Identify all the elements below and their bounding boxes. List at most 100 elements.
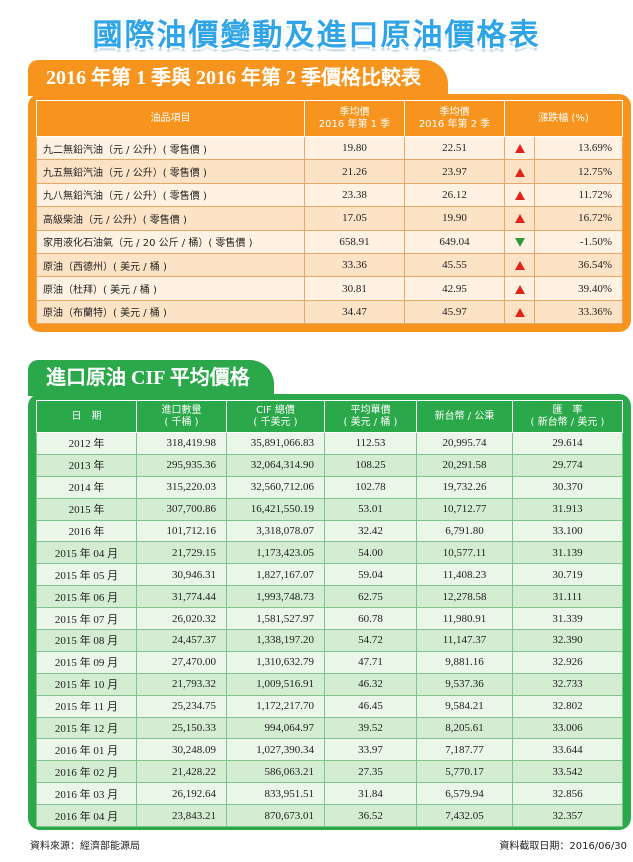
exchange-rate: 32.733	[512, 672, 623, 696]
table-row: 2016 年 03 月 26,192.64 833,951.51 31.84 6,579…	[36, 782, 623, 806]
row-date: 2015 年 07 月	[36, 607, 137, 631]
item-name: 家用液化石油氣（元 / 20 公斤 / 桶）( 零售價 )	[36, 229, 305, 254]
up-arrow-icon	[514, 284, 525, 294]
source-note: 資料來源：經濟部能源局	[30, 841, 140, 852]
q1-price: 34.47	[304, 299, 405, 325]
import-qty: 27,470.00	[136, 650, 227, 674]
header-q1: 季均價 2016 年第 1 季	[304, 100, 405, 137]
comparison-table: 油品項目 季均價 2016 年第 1 季 季均價 2016 年第 2 季 漲跌幅…	[36, 100, 623, 325]
cif-total: 1,027,390.34	[226, 738, 325, 762]
table-row: 原油（布蘭特）( 美元 / 桶 ) 34.47 45.97 33.36%	[36, 299, 623, 325]
unit-price: 54.00	[324, 541, 417, 565]
twd-per-kl: 10,712.77	[416, 497, 513, 521]
row-date: 2012 年	[36, 432, 137, 455]
twd-per-kl: 7,187.77	[416, 738, 513, 762]
table-row: 2015 年 307,700.86 16,421,550.19 53.01 10,712…	[36, 497, 623, 521]
import-qty: 30,248.09	[136, 738, 227, 762]
header-q1-line2: 2016 年第 1 季	[318, 118, 391, 130]
exchange-rate: 29.774	[512, 453, 623, 477]
header-unit-line1: 平均單價	[350, 404, 391, 416]
retrieval-date: 資料截取日期：2016/06/30	[499, 841, 627, 852]
table-row: 2016 年 01 月 30,248.09 1,027,390.34 33.97 7,1…	[36, 738, 623, 762]
import-qty: 315,220.03	[136, 475, 227, 499]
exchange-rate: 30.370	[512, 475, 623, 499]
table-row: 原油（杜拜）( 美元 / 桶 ) 30.81 42.95 39.40%	[36, 276, 623, 301]
header-q2-line2: 2016 年第 2 季	[418, 118, 491, 130]
table-row: 2015 年 11 月 25,234.75 1,172,217.70 46.45 9,5…	[36, 694, 623, 718]
cif-panel: 日 期 進口數量 ( 千桶 ) CIF 總價 ( 千美元 ) 平均單價 ( 美元…	[28, 394, 631, 830]
import-qty: 31,774.44	[136, 585, 227, 609]
table-row: 2013 年 295,935.36 32,064,314.90 108.25 20,29…	[36, 453, 623, 477]
unit-price: 47.71	[324, 650, 417, 674]
table-row: 2016 年 02 月 21,428.22 586,063.21 27.35 5,770…	[36, 760, 623, 784]
unit-price: 33.97	[324, 738, 417, 762]
import-qty: 101,712.16	[136, 519, 227, 543]
unit-price: 53.01	[324, 497, 417, 521]
twd-per-kl: 6,579.94	[416, 782, 513, 806]
header-date: 日 期	[36, 400, 137, 433]
q1-price: 33.36	[304, 252, 405, 278]
table-row: 2015 年 05 月 30,946.31 1,827,167.07 59.04 11,…	[36, 563, 623, 587]
cif-total: 3,318,078.07	[226, 519, 325, 543]
exchange-rate: 32.390	[512, 629, 623, 652]
up-arrow-icon	[514, 167, 525, 177]
table-row: 高級柴油（元 / 公升）( 零售價 ) 17.05 19.90 16.72%	[36, 206, 623, 231]
up-arrow-icon	[514, 307, 525, 317]
change-direction	[504, 135, 535, 161]
twd-per-kl: 19,732.26	[416, 475, 513, 499]
q2-price: 19.90	[404, 206, 505, 231]
unit-price: 62.75	[324, 585, 417, 609]
table-row: 2015 年 10 月 21,793.32 1,009,516.91 46.32 9,5…	[36, 672, 623, 696]
exchange-rate: 33.100	[512, 519, 623, 543]
up-arrow-icon	[514, 190, 525, 200]
header-q2: 季均價 2016 年第 2 季	[404, 100, 505, 137]
q2-price: 26.12	[404, 182, 505, 208]
q1-price: 19.80	[304, 135, 405, 161]
q1-price: 658.91	[304, 229, 405, 254]
change-direction	[504, 229, 535, 254]
unit-price: 60.78	[324, 607, 417, 631]
q1-price: 23.38	[304, 182, 405, 208]
table-row: 2015 年 09 月 27,470.00 1,310,632.79 47.71 9,8…	[36, 650, 623, 674]
import-qty: 24,457.37	[136, 629, 227, 652]
row-date: 2016 年 01 月	[36, 738, 137, 762]
cif-total: 870,673.01	[226, 804, 325, 828]
cif-total: 586,063.21	[226, 760, 325, 784]
cif-heading: 進口原油 CIF 平均價格	[28, 360, 274, 396]
twd-per-kl: 10,577.11	[416, 541, 513, 565]
q1-price: 21.26	[304, 159, 405, 184]
unit-price: 46.32	[324, 672, 417, 696]
import-qty: 23,843.21	[136, 804, 227, 828]
exchange-rate: 32.926	[512, 650, 623, 674]
cif-total: 833,951.51	[226, 782, 325, 806]
header-change: 漲跌幅 (%)	[504, 100, 623, 137]
import-qty: 295,935.36	[136, 453, 227, 477]
cif-total: 1,827,167.07	[226, 563, 325, 587]
cif-total: 1,581,527.97	[226, 607, 325, 631]
header-item: 油品項目	[36, 100, 305, 137]
comparison-heading: 2016 年第 1 季與 2016 年第 2 季價格比較表	[28, 60, 448, 96]
header-twd: 新台幣 / 公秉	[416, 400, 513, 433]
header-total: CIF 總價 ( 千美元 )	[226, 400, 325, 433]
twd-per-kl: 7,432.05	[416, 804, 513, 828]
row-date: 2015 年 06 月	[36, 585, 137, 609]
cif-total: 1,993,748.73	[226, 585, 325, 609]
unit-price: 31.84	[324, 782, 417, 806]
q1-price: 17.05	[304, 206, 405, 231]
row-date: 2014 年	[36, 475, 137, 499]
exchange-rate: 32.802	[512, 694, 623, 718]
row-date: 2015 年 08 月	[36, 629, 137, 652]
unit-price: 59.04	[324, 563, 417, 587]
twd-per-kl: 20,291.58	[416, 453, 513, 477]
exchange-rate: 31.913	[512, 497, 623, 521]
up-arrow-icon	[514, 261, 525, 271]
change-percent: 39.40%	[534, 276, 623, 301]
change-percent: 33.36%	[534, 299, 623, 325]
change-percent: 12.75%	[534, 159, 623, 184]
change-direction	[504, 276, 535, 301]
q2-price: 45.97	[404, 299, 505, 325]
table-row: 九五無鉛汽油（元 / 公升）( 零售價 ) 21.26 23.97 12.75%	[36, 159, 623, 184]
row-date: 2016 年 03 月	[36, 782, 137, 806]
twd-per-kl: 9,537.36	[416, 672, 513, 696]
exchange-rate: 32.856	[512, 782, 623, 806]
